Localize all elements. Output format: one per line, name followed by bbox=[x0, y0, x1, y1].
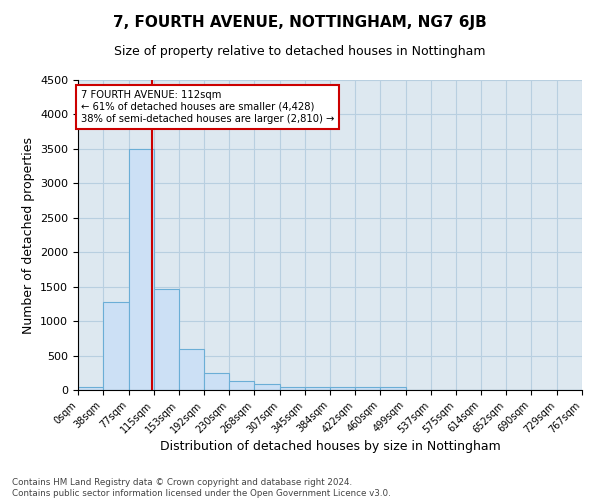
Bar bbox=[305, 386, 331, 390]
Bar bbox=[128, 149, 154, 390]
Bar bbox=[78, 386, 103, 390]
Bar bbox=[154, 290, 179, 390]
Bar bbox=[355, 386, 380, 390]
Bar bbox=[280, 386, 305, 390]
Text: 7 FOURTH AVENUE: 112sqm
← 61% of detached houses are smaller (4,428)
38% of semi: 7 FOURTH AVENUE: 112sqm ← 61% of detache… bbox=[80, 90, 334, 124]
Bar bbox=[331, 386, 355, 390]
Bar bbox=[254, 384, 280, 390]
X-axis label: Distribution of detached houses by size in Nottingham: Distribution of detached houses by size … bbox=[160, 440, 500, 454]
Bar bbox=[103, 302, 128, 390]
Bar bbox=[179, 350, 204, 390]
Bar bbox=[380, 386, 406, 390]
Bar bbox=[229, 381, 254, 390]
Text: 7, FOURTH AVENUE, NOTTINGHAM, NG7 6JB: 7, FOURTH AVENUE, NOTTINGHAM, NG7 6JB bbox=[113, 15, 487, 30]
Text: Size of property relative to detached houses in Nottingham: Size of property relative to detached ho… bbox=[114, 45, 486, 58]
Text: Contains HM Land Registry data © Crown copyright and database right 2024.
Contai: Contains HM Land Registry data © Crown c… bbox=[12, 478, 391, 498]
Bar bbox=[204, 373, 229, 390]
Y-axis label: Number of detached properties: Number of detached properties bbox=[22, 136, 35, 334]
